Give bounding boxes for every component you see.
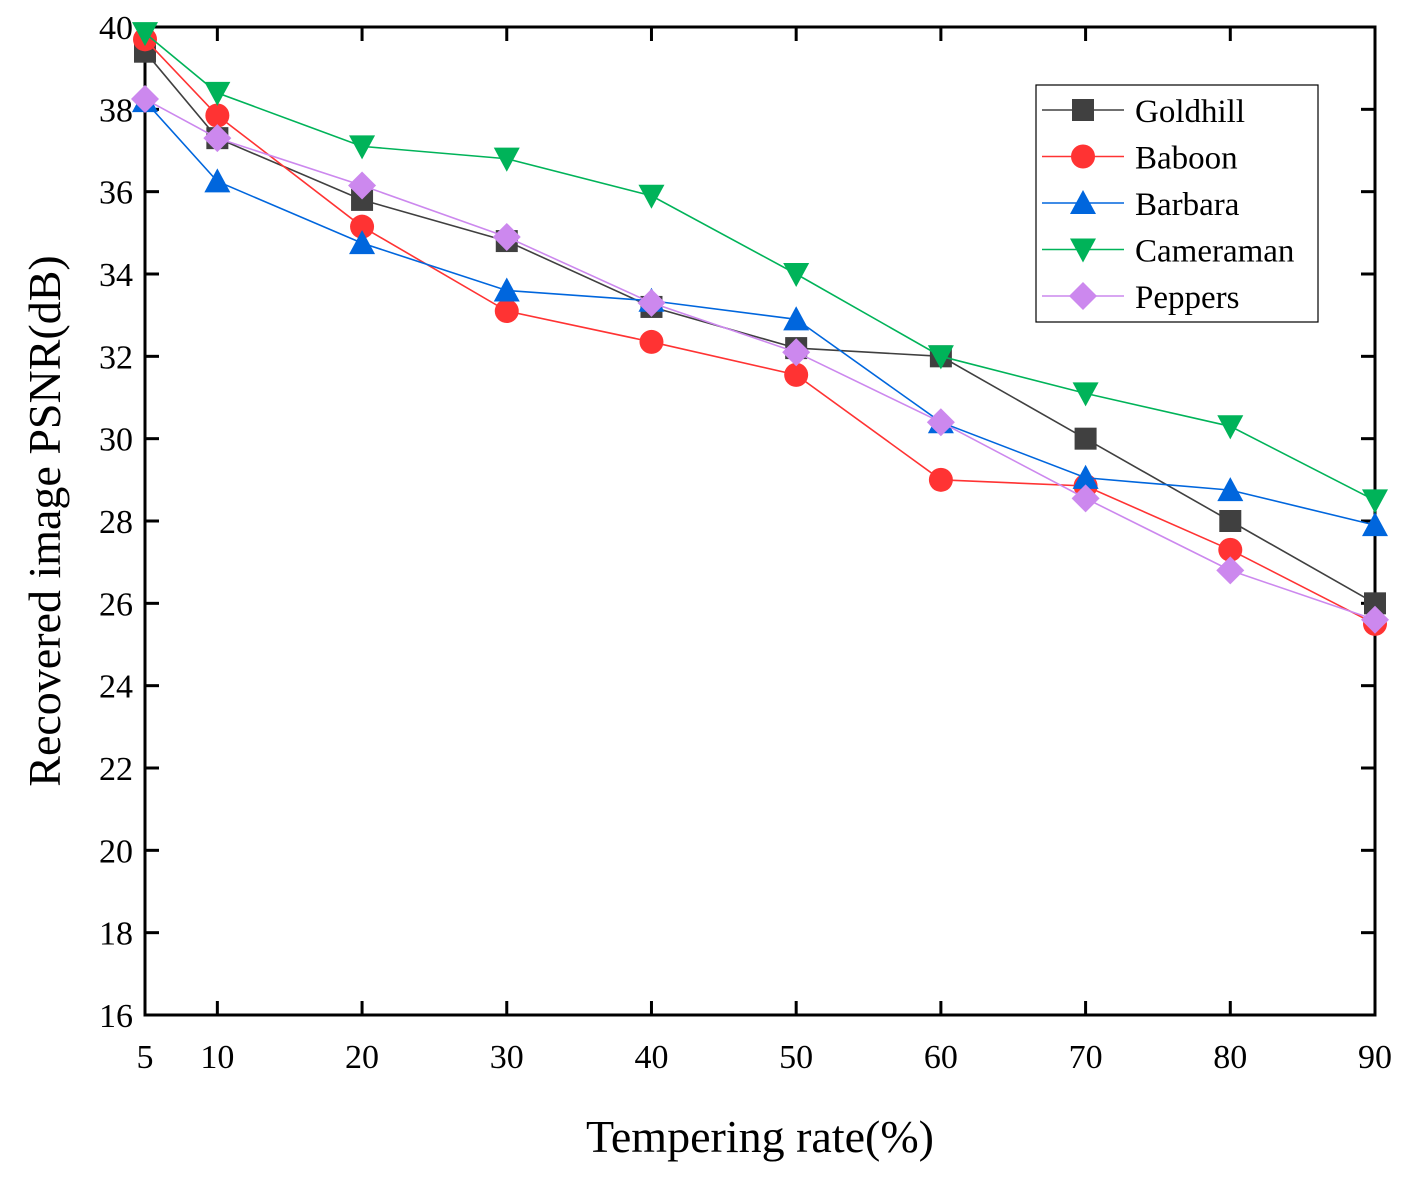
y-tick-label: 40 [99, 10, 133, 47]
series-line-baboon [144, 38, 1376, 625]
data-point-baboon [494, 299, 519, 324]
y-tick-label: 16 [99, 998, 133, 1035]
data-point-goldhill [351, 188, 374, 211]
data-point-barbara [783, 306, 810, 331]
y-tick-label: 30 [99, 422, 133, 459]
x-tick-label: 90 [1358, 1039, 1392, 1076]
data-point-barbara [349, 230, 376, 255]
legend-label-barbara: Barbara [1135, 187, 1240, 223]
legend-label-goldhill: Goldhill [1135, 94, 1245, 130]
y-tick-label: 24 [99, 669, 133, 706]
data-point-baboon [784, 362, 809, 387]
series-layer [131, 22, 1389, 636]
data-point-barbara [493, 277, 520, 302]
y-tick-label: 32 [99, 339, 133, 376]
data-point-peppers [1216, 556, 1245, 585]
legend-label-cameraman: Cameraman [1135, 234, 1294, 270]
x-tick-label: 40 [634, 1039, 668, 1076]
data-point-barbara [1072, 464, 1099, 489]
data-point-peppers [1071, 484, 1100, 513]
legend: Goldhill Baboon Barbara Cameraman Peppers [1035, 84, 1319, 323]
y-tick-label: 20 [99, 833, 133, 870]
x-tick-label: 10 [200, 1039, 234, 1076]
y-axis-title: Recovered image PSNR(dB) [19, 255, 70, 786]
data-point-cameraman [493, 147, 520, 172]
legend-marker-baboon [1071, 144, 1095, 169]
data-point-cameraman [132, 22, 158, 47]
data-point-peppers [782, 338, 811, 367]
data-point-baboon [928, 467, 953, 492]
data-point-cameraman [1072, 382, 1099, 407]
y-tick-label: 26 [99, 586, 133, 623]
x-tick-label: 60 [924, 1039, 958, 1076]
data-point-cameraman [1362, 489, 1388, 514]
y-tick-label: 22 [99, 751, 133, 788]
y-tick-label: 38 [99, 92, 133, 129]
series-peppers [131, 85, 1389, 634]
y-tick-label: 28 [99, 504, 133, 541]
y-tick-label: 34 [99, 257, 133, 294]
legend-marker-peppers [1069, 282, 1097, 310]
series-baboon [133, 27, 1387, 636]
x-tick-label: 30 [490, 1039, 524, 1076]
data-point-peppers [348, 171, 377, 200]
data-point-goldhill [1364, 592, 1386, 615]
x-axis-title: Tempering rate(%) [586, 1111, 934, 1162]
data-point-peppers [203, 124, 232, 153]
data-point-goldhill [1219, 510, 1242, 532]
series-line-peppers [144, 98, 1376, 621]
data-point-baboon [350, 214, 375, 239]
axis-ticks: 16 18 20 22 24 26 28 30 32 34 36 38 40 5 10 20 30 40 50 60 7… [99, 10, 1392, 1076]
data-point-peppers [637, 288, 666, 317]
data-point-baboon [1218, 537, 1243, 562]
x-tick-label: 5 [137, 1039, 154, 1076]
legend-marker-barbara [1070, 190, 1096, 215]
series-line-barbara [144, 100, 1376, 526]
legend-label-peppers: Peppers [1135, 280, 1239, 316]
x-tick-label: 70 [1069, 1039, 1103, 1076]
y-tick-label: 36 [99, 175, 133, 212]
data-point-baboon [205, 103, 230, 128]
x-tick-label: 50 [779, 1039, 813, 1076]
series-line-cameraman [144, 32, 1376, 502]
data-point-peppers [1361, 605, 1389, 634]
legend-marker-cameraman [1070, 238, 1096, 263]
data-point-baboon [639, 329, 664, 354]
x-tick-label: 20 [345, 1039, 379, 1076]
data-point-peppers [131, 85, 159, 114]
data-point-goldhill [1074, 427, 1097, 450]
series-cameraman [132, 22, 1388, 514]
data-point-peppers [492, 222, 521, 251]
data-point-cameraman [638, 184, 665, 209]
y-tick-label: 18 [99, 916, 133, 953]
data-point-cameraman [927, 345, 954, 370]
data-point-cameraman [1217, 415, 1244, 440]
data-point-cameraman [349, 135, 376, 160]
data-point-barbara [1362, 512, 1388, 537]
data-point-barbara [204, 168, 231, 193]
legend-marker-goldhill [1072, 99, 1094, 121]
legend-label-baboon: Baboon [1135, 141, 1238, 177]
data-point-peppers [926, 408, 955, 437]
data-point-cameraman [783, 262, 810, 287]
data-point-barbara [1217, 477, 1244, 502]
data-point-cameraman [204, 81, 231, 106]
x-tick-label: 80 [1213, 1039, 1247, 1076]
